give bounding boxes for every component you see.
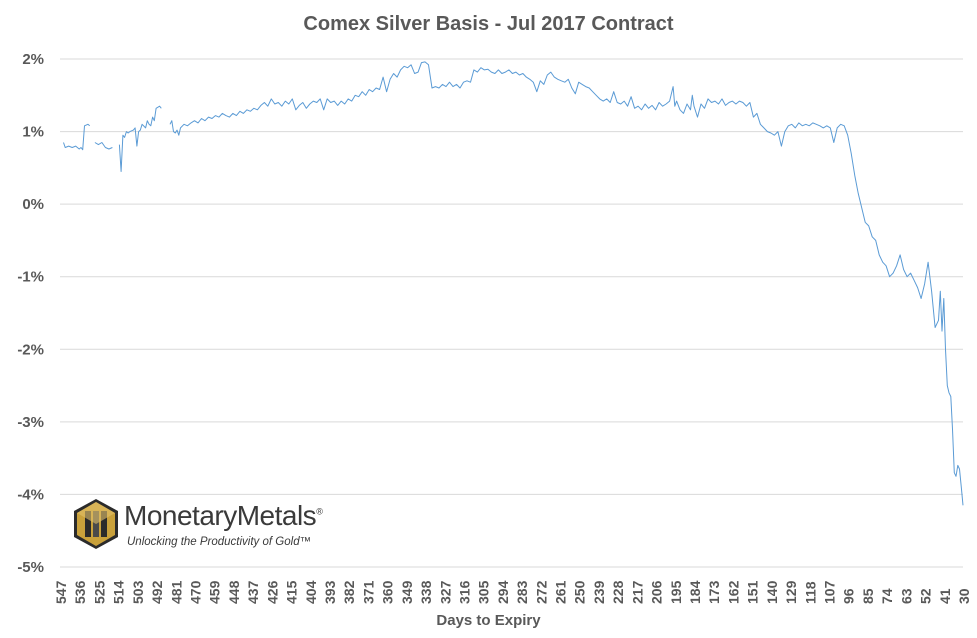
x-tick-label: 536 xyxy=(72,580,88,604)
x-tick-label: 30 xyxy=(956,588,972,604)
x-tick-label: 426 xyxy=(264,580,280,604)
x-tick-label: 129 xyxy=(783,580,799,604)
y-tick-label: -5% xyxy=(17,559,44,576)
x-tick-labels: 547 536 525 514 503 492 481 470 459 448 437 426 415 4… xyxy=(53,580,972,604)
x-tick-label: 470 xyxy=(187,580,203,604)
x-tick-label: 514 xyxy=(111,580,127,604)
x-tick-label: 327 xyxy=(437,580,453,604)
x-tick-label: 140 xyxy=(764,580,780,604)
x-tick-label: 162 xyxy=(725,580,741,604)
x-tick-label: 74 xyxy=(879,588,895,604)
x-tick-label: 349 xyxy=(399,580,415,604)
x-tick-label: 437 xyxy=(245,580,261,604)
series-line xyxy=(94,142,113,150)
x-tick-label: 547 xyxy=(53,580,69,604)
x-tick-label: 404 xyxy=(303,580,319,604)
logo-emblem-icon xyxy=(74,499,118,549)
y-tick-label: 1% xyxy=(22,124,44,141)
logo-tagline: Unlocking the Productivity of Gold™ xyxy=(127,536,312,548)
x-tick-label: 228 xyxy=(610,580,626,604)
x-tick-label: 206 xyxy=(649,580,665,604)
x-tick-label: 371 xyxy=(360,580,376,604)
y-tick-label: 0% xyxy=(22,196,44,213)
x-tick-label: 448 xyxy=(226,580,242,604)
x-tick-label: 459 xyxy=(207,580,223,604)
logo-registered-mark: ® xyxy=(316,506,323,517)
brand-logo: MonetaryMetals® Unlocking the Productivi… xyxy=(72,498,332,558)
x-tick-label: 415 xyxy=(284,580,300,604)
x-tick-label: 41 xyxy=(937,588,953,604)
x-tick-label: 338 xyxy=(418,580,434,604)
x-tick-label: 305 xyxy=(476,580,492,604)
x-tick-label: 382 xyxy=(341,580,357,604)
x-tick-label: 272 xyxy=(533,580,549,604)
y-tick-label: -4% xyxy=(17,486,44,503)
x-tick-label: 239 xyxy=(591,580,607,604)
gridlines xyxy=(60,58,963,568)
x-tick-label: 85 xyxy=(860,588,876,604)
x-tick-label: 283 xyxy=(514,580,530,604)
x-tick-label: 492 xyxy=(149,580,165,604)
x-tick-label: 503 xyxy=(130,580,146,604)
x-tick-label: 316 xyxy=(456,580,472,604)
y-tick-label: 2% xyxy=(22,51,44,68)
series-line xyxy=(63,123,91,151)
series-line xyxy=(169,61,964,506)
x-tick-label: 151 xyxy=(745,580,761,604)
x-tick-label: 96 xyxy=(841,588,857,604)
x-tick-label: 393 xyxy=(322,580,338,604)
y-tick-label: -1% xyxy=(17,269,44,286)
x-tick-label: 217 xyxy=(629,580,645,604)
x-tick-label: 184 xyxy=(687,580,703,604)
x-tick-label: 294 xyxy=(495,580,511,604)
y-tick-label: -3% xyxy=(17,414,44,431)
y-tick-labels: 2% 1% 0% -1% -2% -3% -4% -5% xyxy=(17,51,44,576)
x-tick-label: 481 xyxy=(168,580,184,604)
x-tick-label: 173 xyxy=(706,580,722,604)
series-line xyxy=(118,105,162,172)
x-tick-label: 250 xyxy=(572,580,588,604)
logo-brand-text: MonetaryMetals® xyxy=(124,500,323,531)
x-axis-label: Days to Expiry xyxy=(436,612,541,629)
chart-title: Comex Silver Basis - Jul 2017 Contract xyxy=(303,13,674,35)
y-tick-label: -2% xyxy=(17,341,44,358)
x-tick-label: 63 xyxy=(898,588,914,604)
x-tick-label: 107 xyxy=(822,580,838,604)
x-tick-label: 360 xyxy=(380,580,396,604)
x-tick-label: 525 xyxy=(91,580,107,604)
x-tick-label: 52 xyxy=(918,588,934,604)
x-tick-label: 261 xyxy=(553,580,569,604)
x-tick-label: 118 xyxy=(802,581,818,604)
x-tick-label: 195 xyxy=(668,580,684,604)
series-group xyxy=(63,61,964,506)
